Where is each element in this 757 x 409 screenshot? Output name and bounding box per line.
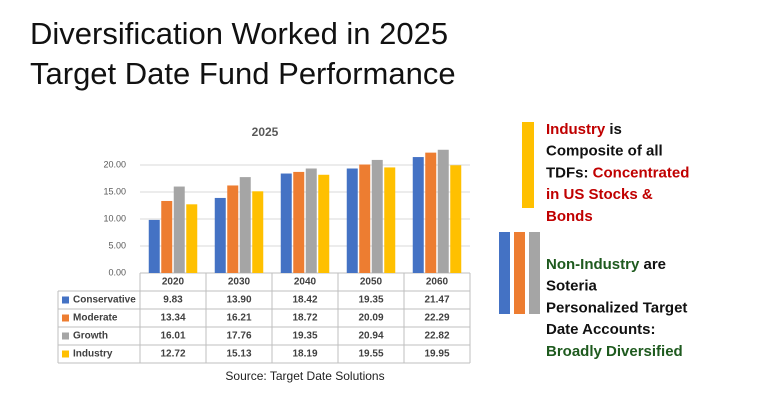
note-line: Date Accounts:	[546, 321, 655, 338]
bar	[293, 171, 305, 273]
bar	[252, 191, 264, 273]
note-line: Composite of all	[546, 143, 663, 160]
bar	[346, 168, 358, 273]
table-cell: 16.21	[226, 313, 251, 324]
table-cell: 21.47	[424, 295, 449, 306]
note-line: TDFs: Concentrated	[546, 164, 689, 181]
portfolio-icon	[514, 232, 525, 314]
note-text: TDFs:	[546, 164, 593, 181]
note-text: Industry	[546, 121, 606, 138]
note-text: Broadly Diversified	[546, 343, 683, 360]
note-text: Date Accounts:	[546, 321, 655, 338]
legend-swatch	[62, 350, 69, 358]
bar	[318, 174, 330, 273]
table-cell: 13.34	[160, 313, 185, 324]
legend-label: Industry	[73, 349, 113, 360]
bar	[437, 149, 449, 273]
bar	[280, 173, 292, 273]
source: Source: Target Date Solutions	[225, 369, 384, 383]
note-text: is	[605, 121, 622, 138]
bar	[359, 164, 371, 273]
y-tick-label: 15.00	[103, 186, 126, 196]
x-tick-label: 2030	[228, 277, 251, 288]
note-line: Personalized Target	[546, 299, 687, 316]
legend-swatch	[62, 332, 69, 340]
x-tick-label: 2040	[294, 277, 317, 288]
table-cell: 16.01	[160, 331, 185, 342]
y-tick-label: 20.00	[103, 159, 126, 169]
note-text: in US Stocks &	[546, 186, 653, 203]
x-tick-label: 2060	[426, 277, 449, 288]
table-cell: 19.95	[424, 349, 449, 360]
bar	[186, 204, 198, 273]
table-cell: 12.72	[160, 349, 185, 360]
bar	[371, 159, 383, 273]
note-text: Composite of all	[546, 143, 663, 160]
legend-label: Moderate	[73, 313, 118, 324]
table-cell: 9.83	[163, 295, 183, 306]
note-line: Soteria	[546, 278, 598, 295]
legend-swatch	[62, 314, 69, 322]
portfolio-icon	[529, 232, 540, 314]
note-line: Bonds	[546, 208, 593, 225]
bar	[148, 219, 160, 273]
table-cell: 19.55	[358, 349, 383, 360]
bar	[305, 168, 317, 273]
note-text: Soteria	[546, 278, 598, 295]
bar	[412, 157, 424, 273]
table-cell: 19.35	[292, 331, 317, 342]
note-line: in US Stocks &	[546, 186, 653, 203]
bar	[450, 165, 462, 273]
industry-icon	[522, 122, 534, 208]
portfolio-icon	[499, 232, 510, 314]
bar	[214, 197, 226, 273]
note-text: Personalized Target	[546, 299, 687, 316]
bar	[173, 186, 185, 273]
bar	[227, 185, 239, 273]
table-cell: 13.90	[226, 295, 251, 306]
x-tick-label: 2050	[360, 277, 383, 288]
bar	[425, 152, 437, 273]
note-text: are	[639, 256, 666, 273]
table-cell: 20.94	[358, 331, 383, 342]
note-line: Broadly Diversified	[546, 343, 683, 360]
table-cell: 17.76	[226, 331, 251, 342]
table-cell: 18.42	[292, 295, 317, 306]
bar	[384, 167, 396, 273]
bar	[161, 200, 173, 273]
table-cell: 18.72	[292, 313, 317, 324]
y-tick-label: 10.00	[103, 213, 126, 223]
bar	[239, 177, 251, 273]
note-line: Non-Industry are	[546, 256, 666, 273]
y-tick-label: 0.00	[108, 267, 126, 277]
note-text: Non-Industry	[546, 256, 640, 273]
table-cell: 19.35	[358, 295, 383, 306]
note-line: Industry is	[546, 121, 622, 138]
slide-title: Diversification Worked in 2025	[30, 16, 448, 51]
slide-title: Target Date Fund Performance	[30, 56, 456, 91]
legend-label: Conservative	[73, 295, 136, 306]
x-tick-label: 2020	[162, 277, 185, 288]
table-cell: 20.09	[358, 313, 383, 324]
legend-label: Growth	[73, 331, 108, 342]
table-cell: 18.19	[292, 349, 317, 360]
table-cell: 15.13	[226, 349, 251, 360]
chart-title: 2025	[252, 125, 279, 139]
note-text: Concentrated	[593, 164, 690, 181]
legend-swatch	[62, 296, 69, 304]
note-text: Bonds	[546, 208, 593, 225]
table-cell: 22.82	[424, 331, 449, 342]
y-tick-label: 5.00	[108, 240, 126, 250]
table-cell: 22.29	[424, 313, 449, 324]
